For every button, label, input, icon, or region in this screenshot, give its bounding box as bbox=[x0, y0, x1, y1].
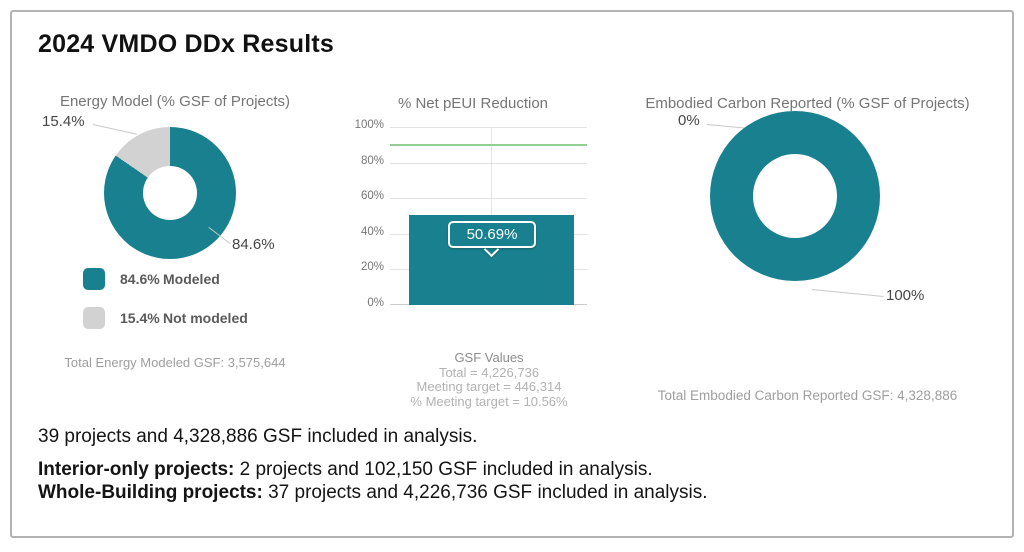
embodied-carbon-chart-title: Embodied Carbon Reported (% GSF of Proje… bbox=[645, 95, 970, 112]
peui-value-label: 50.69% bbox=[466, 226, 518, 243]
gridline bbox=[390, 127, 587, 128]
legend-label: Modeled bbox=[163, 271, 220, 287]
energy-model-donut[interactable] bbox=[104, 127, 236, 259]
legend-item-modeled[interactable]: 84.6% Modeled bbox=[83, 268, 248, 290]
ytick-20: 20% bbox=[360, 261, 384, 273]
summary-total-text: 39 projects and 4,328,886 GSF included i… bbox=[38, 426, 478, 447]
energy-model-total-gsf: Total Energy Modeled GSF: 3,575,644 bbox=[64, 355, 286, 370]
gsf-pct-meeting-target: % Meeting target = 10.56% bbox=[410, 393, 568, 409]
gsf-values-block: GSF Values Total = 4,226,736 Meeting tar… bbox=[364, 350, 614, 409]
ytick-80: 80% bbox=[360, 155, 384, 167]
zero-pct-callout-label: 0% bbox=[678, 112, 700, 129]
ytick-100: 100% bbox=[354, 119, 384, 131]
ytick-40: 40% bbox=[360, 226, 384, 238]
summary-line-total: 39 projects and 4,328,886 GSF included i… bbox=[38, 426, 477, 448]
legend-swatch-not-modeled bbox=[83, 307, 105, 329]
gsf-values-heading: GSF Values bbox=[454, 350, 524, 365]
energy-model-legend: 84.6% Modeled 15.4% Not modeled bbox=[83, 268, 248, 346]
whole-building-text: 37 projects and 4,226,736 GSF included i… bbox=[262, 482, 708, 503]
gridline bbox=[390, 198, 587, 199]
peui-value-tooltip: 50.69% bbox=[448, 221, 536, 248]
modeled-callout-label: 84.6% bbox=[232, 236, 275, 253]
not-modeled-callout-label: 15.4% bbox=[42, 113, 85, 130]
legend-label: Not modeled bbox=[163, 310, 248, 326]
summary-line-whole-building: Whole-Building projects: 37 projects and… bbox=[38, 482, 708, 504]
interior-only-text: 2 projects and 102,150 GSF included in a… bbox=[234, 459, 653, 480]
legend-pct: 15.4% bbox=[120, 310, 160, 326]
gsf-meeting-target: Meeting target = 446,314 bbox=[416, 379, 562, 394]
legend-item-not-modeled[interactable]: 15.4% Not modeled bbox=[83, 307, 248, 329]
legend-swatch-modeled bbox=[83, 268, 105, 290]
gsf-total: Total = 4,226,736 bbox=[438, 364, 540, 380]
target-line-90pct bbox=[390, 144, 587, 146]
donut-hole bbox=[143, 166, 197, 220]
donut-hole bbox=[753, 154, 837, 238]
embodied-carbon-total-gsf: Total Embodied Carbon Reported GSF: 4,32… bbox=[657, 388, 958, 403]
whole-building-label: Whole-Building projects: bbox=[38, 482, 263, 503]
hundred-pct-callout-label: 100% bbox=[886, 287, 925, 304]
ytick-60: 60% bbox=[360, 190, 384, 202]
embodied-carbon-donut[interactable] bbox=[710, 111, 880, 281]
summary-line-interior: Interior-only projects: 2 projects and 1… bbox=[38, 459, 653, 481]
peui-plot-area: 50.69% bbox=[390, 127, 587, 305]
legend-pct: 84.6% bbox=[120, 271, 160, 287]
interior-only-label: Interior-only projects: bbox=[38, 459, 235, 480]
peui-chart-title: % Net pEUI Reduction bbox=[397, 95, 549, 112]
energy-model-chart-title: Energy Model (% GSF of Projects) bbox=[59, 93, 291, 110]
ytick-0: 0% bbox=[367, 297, 384, 309]
gridline bbox=[390, 163, 587, 164]
page-title: 2024 VMDO DDx Results bbox=[38, 30, 334, 58]
